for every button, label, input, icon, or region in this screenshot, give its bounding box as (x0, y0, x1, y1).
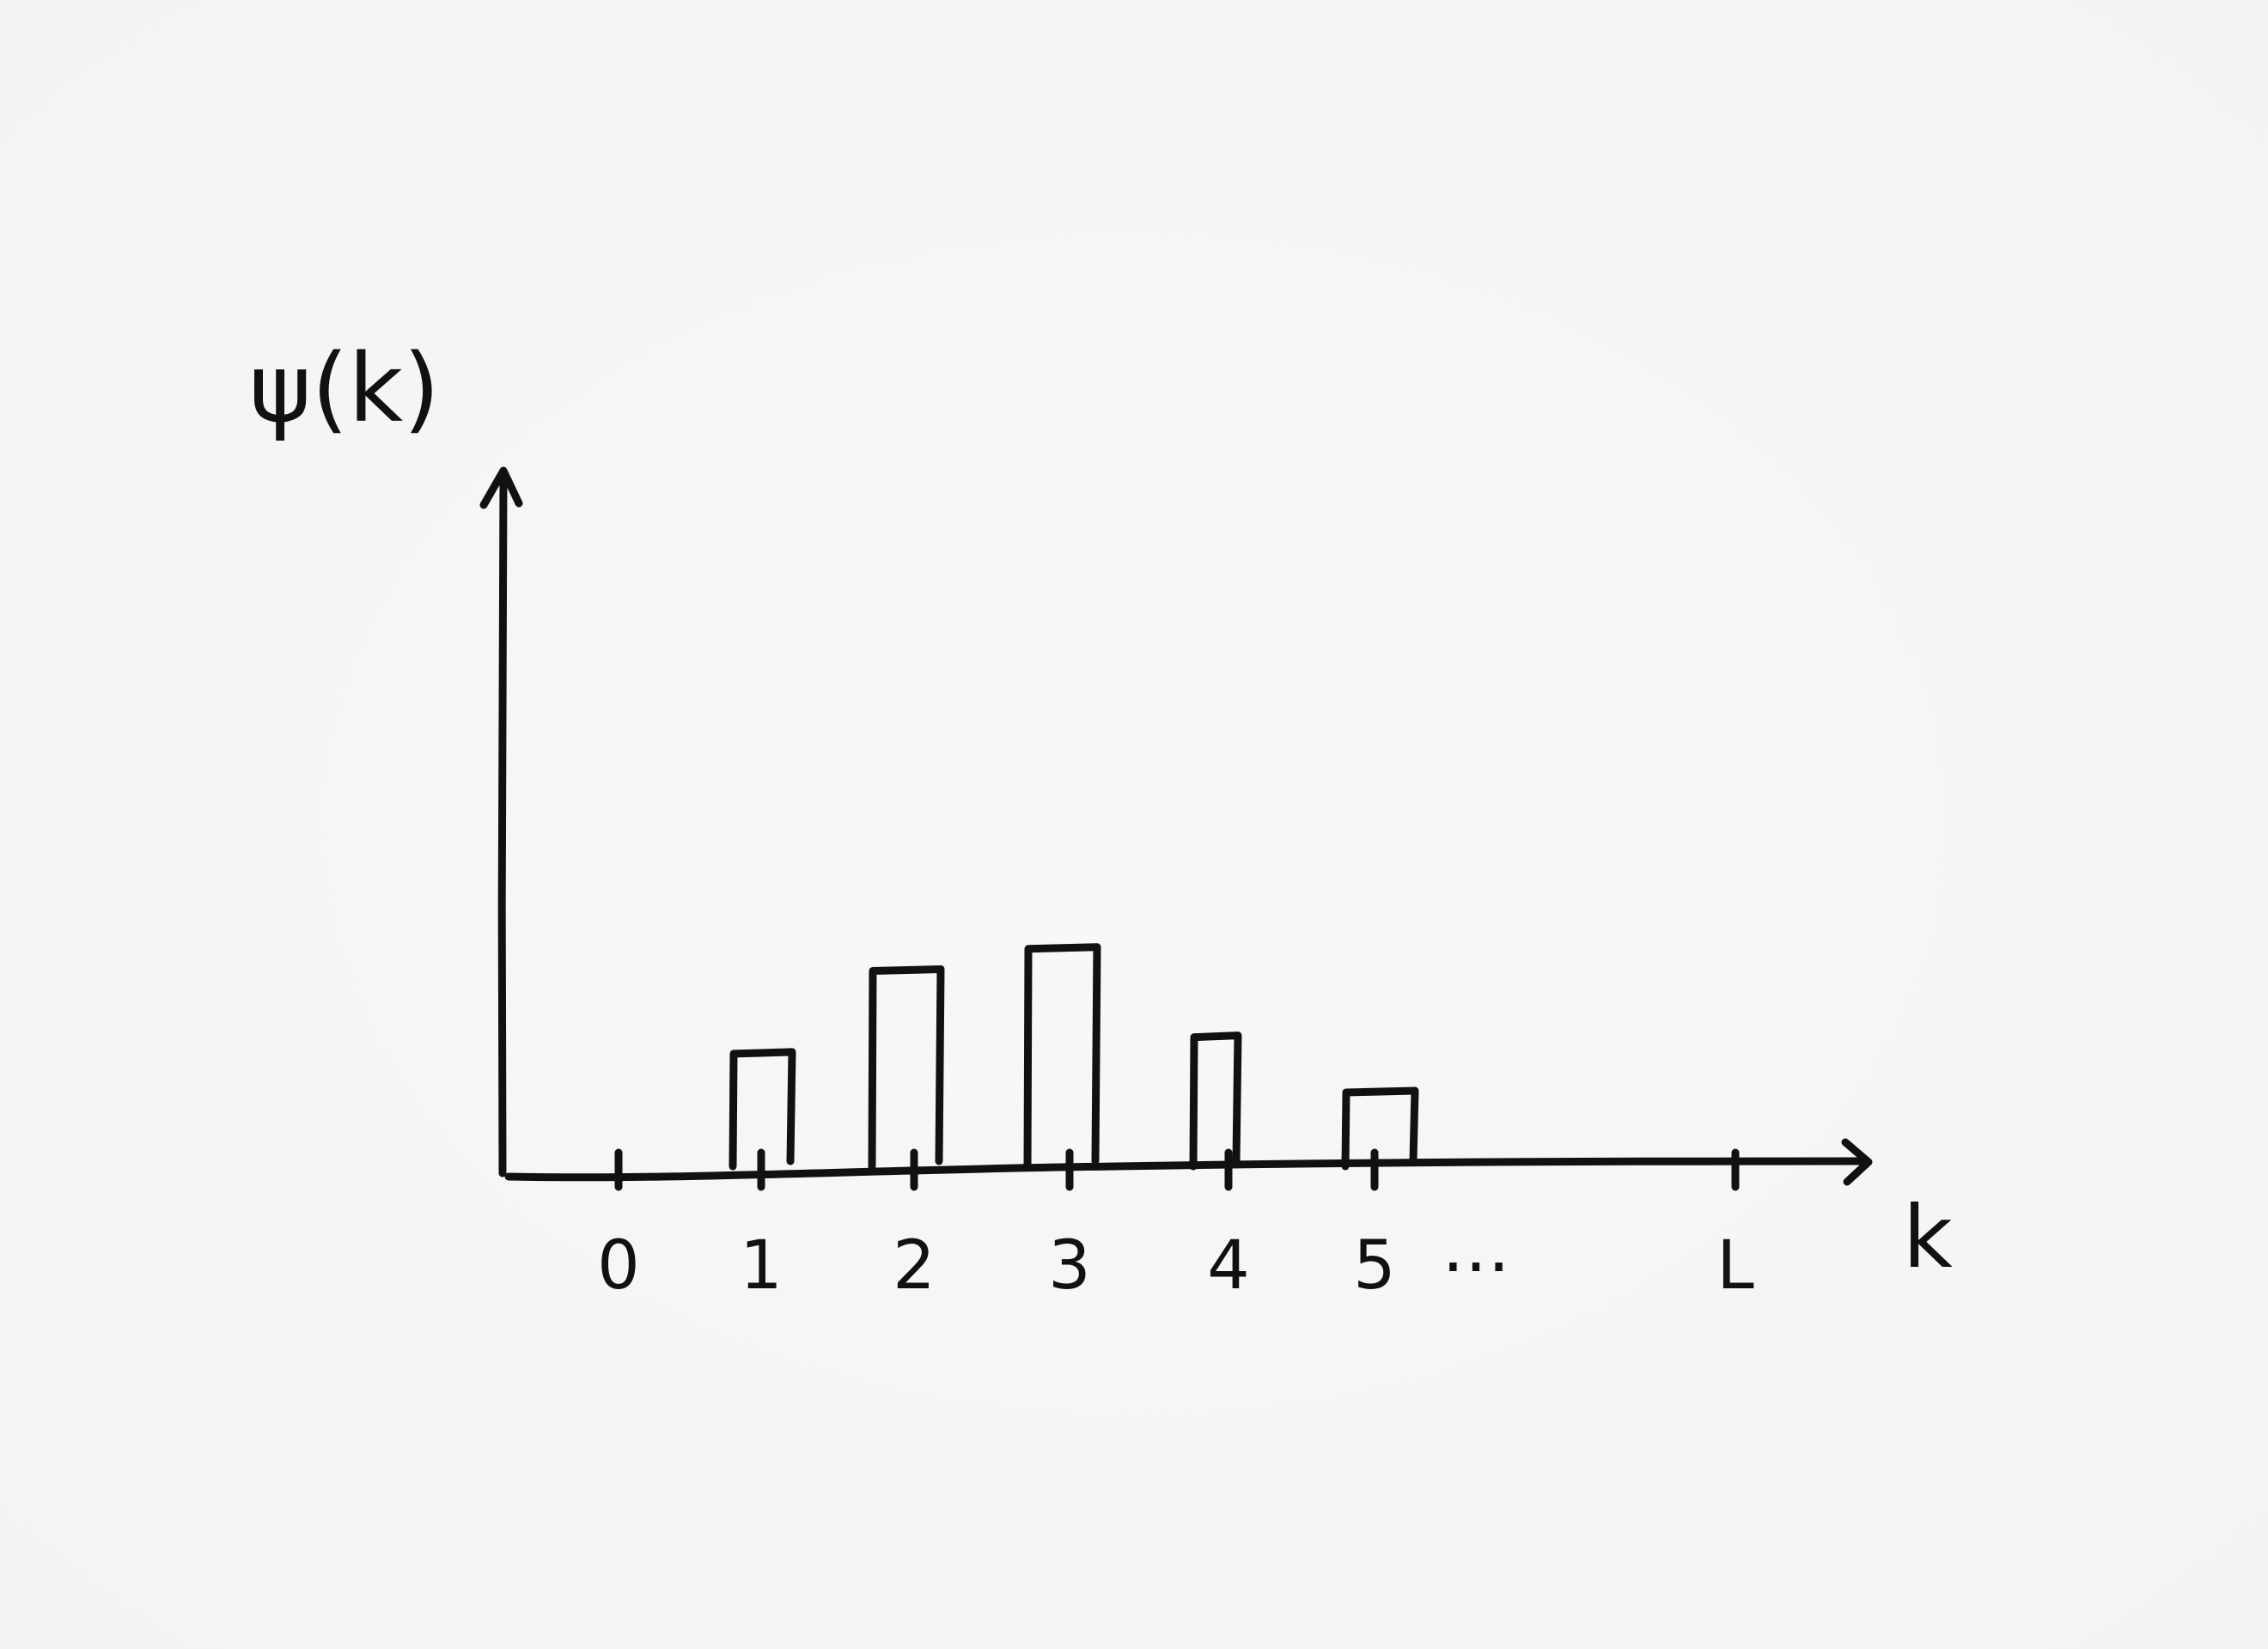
x-tick-label-4: 4 (1207, 1227, 1250, 1305)
bar-3 (1023, 943, 1101, 1171)
x-tick-label-6: … (1442, 1208, 1510, 1287)
x-tick-label-2: 2 (893, 1227, 936, 1305)
y-axis-label: ψ(k) (249, 333, 440, 443)
x-tick-label-3: 3 (1048, 1227, 1091, 1305)
x-tick-label-5: 5 (1353, 1227, 1396, 1305)
x-tick-label-7: L (1716, 1227, 1754, 1305)
y-axis (497, 473, 508, 1177)
y-axis-arrowhead (479, 466, 523, 509)
x-tick-labels: 0 1 2 3 4 5 … L (597, 1208, 1754, 1305)
bar-5 (1341, 1086, 1419, 1171)
x-axis-label: k (1903, 1187, 1953, 1287)
x-tick-label-0: 0 (597, 1227, 640, 1305)
bar-1 (729, 1048, 796, 1171)
x-tick-label-1: 1 (740, 1227, 783, 1305)
bar-2 (868, 964, 945, 1171)
x-axis-arrowhead (1841, 1138, 1873, 1186)
x-ticks (614, 1148, 1740, 1191)
bar-4 (1189, 1031, 1242, 1171)
bars (729, 943, 1419, 1171)
x-axis (504, 1157, 1869, 1182)
